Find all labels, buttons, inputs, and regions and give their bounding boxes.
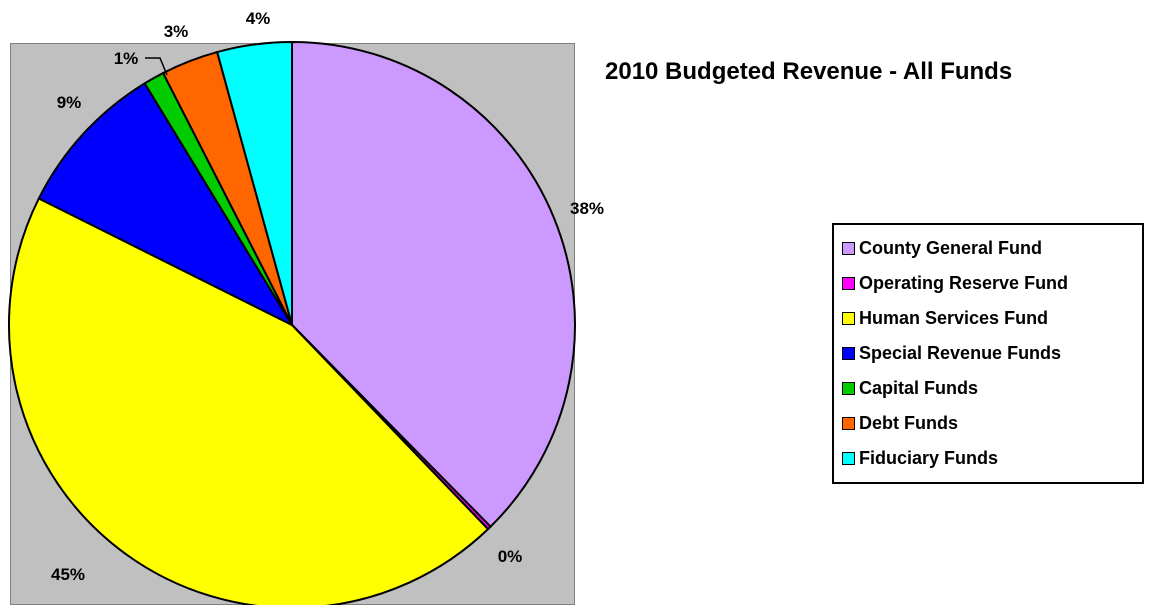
slice-percent-label: 0% — [498, 547, 523, 566]
pie-slice — [291, 41, 576, 528]
pie-slice — [37, 82, 293, 326]
pie-slice — [216, 41, 293, 326]
legend-swatch — [842, 452, 855, 465]
legend-entry: Debt Funds — [842, 406, 1142, 441]
slice-percent-label: 9% — [57, 93, 82, 112]
data-labels: 38% 0% 45% 9% 1% 3% 4% — [51, 9, 604, 584]
legend-entry: Fiduciary Funds — [842, 441, 1142, 476]
legend-entry: Capital Funds — [842, 371, 1142, 406]
leader-lines — [145, 57, 168, 76]
legend-label: County General Fund — [859, 238, 1043, 258]
legend-entry: Special Revenue Funds — [842, 336, 1142, 371]
slice-percent-label: 45% — [51, 565, 85, 584]
legend-label: Fiduciary Funds — [859, 448, 999, 468]
legend-label: Special Revenue Funds — [859, 343, 1062, 363]
legend-swatch — [842, 312, 855, 325]
legend-swatch — [842, 277, 855, 290]
legend-label: Capital Funds — [859, 378, 979, 398]
slice-percent-label: 38% — [570, 199, 604, 218]
slice-percent-label: 3% — [164, 22, 189, 41]
legend-swatch — [842, 242, 855, 255]
legend-entry: Human Services Fund — [842, 301, 1142, 336]
legend-entry: Operating Reserve Fund — [842, 266, 1142, 301]
legend-swatch — [842, 417, 855, 430]
slice-percent-label: 4% — [246, 9, 271, 28]
legend-label: Human Services Fund — [859, 308, 1049, 328]
legend-swatch — [842, 347, 855, 360]
pie-slices — [8, 41, 576, 605]
legend: County General Fund Operating Reserve Fu… — [832, 223, 1144, 484]
slice-percent-label: 1% — [114, 49, 139, 68]
legend-swatch — [842, 382, 855, 395]
legend-entry: County General Fund — [842, 231, 1142, 266]
legend-label: Operating Reserve Fund — [859, 273, 1069, 293]
leader-line — [145, 57, 168, 76]
legend-label: Debt Funds — [859, 413, 958, 433]
chart-title: 2010 Budgeted Revenue - All Funds — [605, 58, 1013, 85]
pie-slice — [8, 197, 490, 605]
